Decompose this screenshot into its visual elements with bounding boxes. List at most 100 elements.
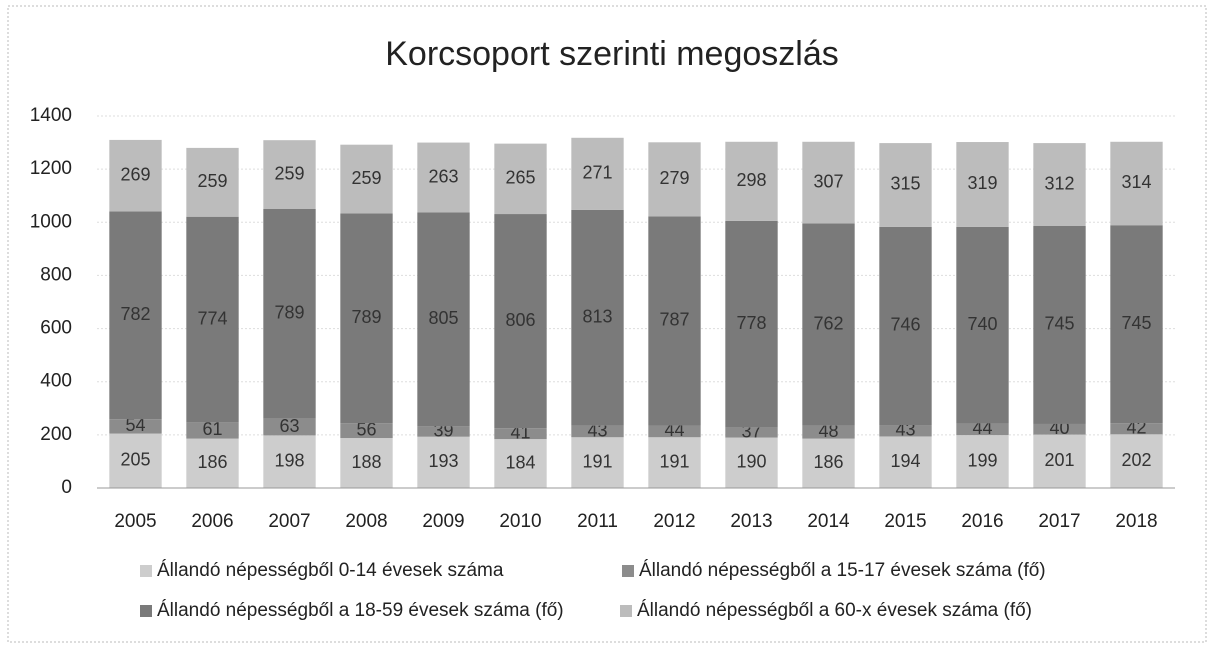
y-tick-label: 1200: [30, 158, 72, 179]
bar-segment: [263, 209, 316, 419]
y-tick-label: 1000: [30, 211, 72, 232]
bar-segment: [109, 211, 162, 420]
bar-segment: [109, 139, 162, 212]
bar-segment: [186, 147, 239, 217]
legend-swatch: [140, 605, 152, 617]
data-label: 774: [197, 308, 227, 328]
legend-label: Állandó népességből a 18-59 évesek száma…: [157, 600, 564, 621]
data-label: 782: [120, 304, 150, 324]
data-label: 56: [356, 419, 376, 439]
bar-segment: [494, 439, 547, 488]
data-label: 190: [736, 452, 766, 472]
x-tick-label: 2005: [114, 511, 156, 532]
x-tick-label: 2012: [653, 511, 695, 532]
data-label: 199: [967, 450, 997, 470]
bar-segment: [802, 425, 855, 439]
x-tick-label: 2006: [191, 511, 233, 532]
data-label: 191: [659, 451, 689, 471]
data-label: 778: [736, 313, 766, 333]
bar-segment: [725, 220, 778, 428]
bar-segment: [1033, 143, 1086, 227]
bar-segment: [263, 418, 316, 436]
bar-segment: [571, 137, 624, 210]
bar-segment: [1033, 423, 1086, 435]
bar-segment: [1110, 225, 1163, 424]
bar-segment: [417, 142, 470, 213]
data-label: 54: [125, 415, 145, 435]
data-label: 48: [818, 421, 838, 441]
bar-segment: [802, 223, 855, 426]
bar-segment: [802, 438, 855, 488]
data-label: 265: [505, 168, 535, 188]
x-tick-label: 2015: [884, 511, 926, 532]
x-tick-label: 2014: [807, 511, 850, 532]
data-label: 745: [1121, 313, 1151, 333]
data-label: 746: [890, 315, 920, 335]
bar-segment: [494, 143, 547, 215]
data-label: 63: [279, 416, 299, 436]
data-label: 789: [351, 307, 381, 327]
data-label: 312: [1044, 173, 1074, 193]
bar-segment: [571, 437, 624, 488]
data-label: 186: [197, 452, 227, 472]
bar-segment: [879, 226, 932, 426]
y-tick-label: 400: [40, 371, 72, 392]
bar-segment: [648, 142, 701, 217]
bar-segment: [879, 143, 932, 227]
data-label: 259: [197, 171, 227, 191]
bar-segment: [186, 216, 239, 423]
bar-segment: [263, 435, 316, 488]
x-tick-label: 2013: [730, 511, 772, 532]
data-label: 188: [351, 452, 381, 472]
y-tick-label: 800: [40, 264, 72, 285]
y-tick-label: 1400: [30, 105, 72, 126]
data-label: 61: [202, 419, 222, 439]
data-label: 740: [967, 314, 997, 334]
data-label: 319: [967, 173, 997, 193]
bar-segment: [417, 426, 470, 437]
x-tick-label: 2017: [1038, 511, 1080, 532]
y-tick-label: 200: [40, 424, 72, 445]
bar-segment: [1110, 141, 1163, 226]
bar-segment: [340, 213, 393, 424]
data-label: 298: [736, 170, 766, 190]
data-label: 191: [582, 451, 612, 471]
bar-segment: [186, 438, 239, 488]
data-label: 259: [351, 168, 381, 188]
data-label: 186: [813, 452, 843, 472]
y-tick-label: 600: [40, 318, 72, 339]
legend-label: Állandó népességből a 60-x évesek száma …: [637, 600, 1032, 621]
bar-segment: [263, 140, 316, 209]
legend-label: Állandó népességből 0-14 évesek száma: [157, 560, 504, 581]
bar-segment: [956, 435, 1009, 488]
bar-segment: [1110, 423, 1163, 435]
bar-segment: [725, 427, 778, 438]
data-label: 279: [659, 168, 689, 188]
x-tick-label: 2016: [961, 511, 1003, 532]
bar-segment: [648, 216, 701, 426]
bar-segment: [956, 142, 1009, 227]
bar-segment: [340, 438, 393, 488]
bar-segment: [571, 425, 624, 438]
data-label: 314: [1121, 172, 1151, 192]
bar-segment: [1110, 434, 1163, 488]
bar-segment: [802, 141, 855, 224]
chart-title: Korcsoport szerinti megoszlás: [385, 35, 839, 73]
data-label: 315: [890, 174, 920, 194]
x-tick-label: 2018: [1115, 511, 1157, 532]
bar-segment: [648, 425, 701, 438]
bar-segment: [417, 436, 470, 488]
data-label: 193: [428, 451, 458, 471]
bar-segment: [879, 425, 932, 437]
data-label: 307: [813, 171, 843, 191]
data-label: 194: [890, 451, 920, 471]
y-tick-label: 0: [61, 477, 72, 498]
bar-segment: [725, 437, 778, 488]
legend-swatch: [140, 565, 152, 577]
bar-segment: [725, 141, 778, 221]
data-label: 184: [505, 452, 535, 472]
data-label: 263: [428, 166, 458, 186]
data-label: 806: [505, 310, 535, 330]
